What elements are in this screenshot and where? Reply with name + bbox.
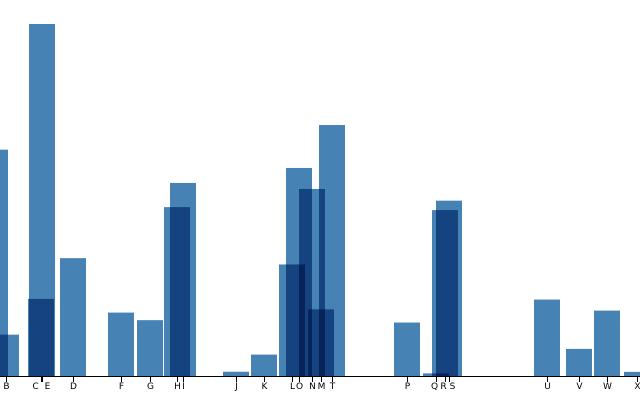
bar-K [251, 354, 277, 376]
tick-label-C: C [32, 382, 38, 392]
tick-label-D: D [70, 382, 77, 392]
tick-label-B: B [3, 382, 9, 392]
tick-label-J: J [234, 382, 238, 392]
x-axis: ABCDEFGHIJKLMNOPQRSTUVWX [0, 376, 640, 392]
bar-T [319, 125, 345, 376]
bar-W [594, 310, 620, 376]
bar-E [29, 24, 55, 376]
tick-label-L: L [290, 382, 295, 392]
tick-label-U: U [544, 382, 551, 392]
bar-J [223, 371, 249, 376]
tick-label-V: V [576, 382, 583, 392]
tick-label-M: M [318, 382, 326, 392]
tick-label-H: H [174, 382, 181, 392]
tick-label-Q: Q [431, 382, 438, 392]
tick-label-T: T [329, 382, 336, 392]
tick-label-E: E [45, 382, 51, 392]
bars-group [0, 24, 640, 376]
bar-B [0, 334, 19, 376]
tick-label-W: W [603, 382, 612, 392]
tick-label-I: I [182, 382, 185, 392]
tick-label-R: R [440, 382, 446, 392]
bar-G [137, 320, 163, 376]
bar-V [566, 348, 592, 376]
bar-O [286, 167, 312, 376]
bar-X [624, 371, 640, 376]
bar-S [436, 200, 462, 376]
tick-label-S: S [450, 382, 456, 392]
tick-label-X: X [634, 382, 640, 392]
tick-label-K: K [262, 382, 269, 392]
tick-label-N: N [309, 382, 316, 392]
bar-P [394, 322, 420, 376]
tick-label-P: P [405, 382, 411, 392]
bar-D [60, 258, 86, 376]
bar-I [170, 182, 196, 376]
tick-label-F: F [119, 382, 124, 392]
tick-label-G: G [147, 382, 154, 392]
tick-label-O: O [296, 382, 303, 392]
bar-A [0, 149, 8, 376]
bar-F [108, 312, 134, 376]
bar-U [534, 299, 560, 376]
